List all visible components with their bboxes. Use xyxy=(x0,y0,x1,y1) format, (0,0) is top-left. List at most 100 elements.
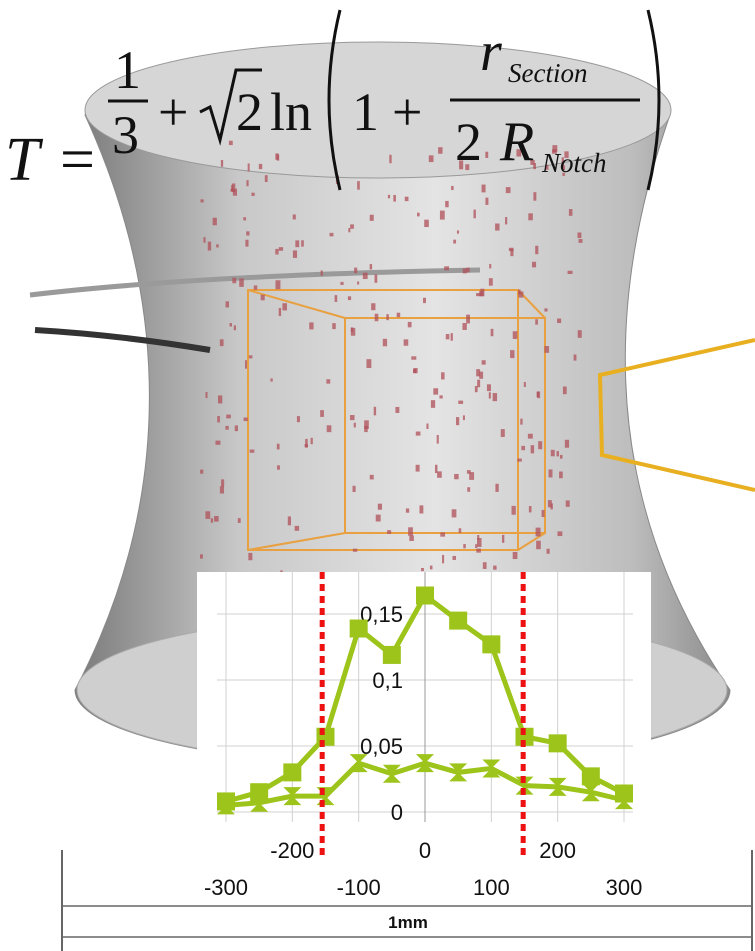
pore xyxy=(489,392,491,398)
pore xyxy=(513,552,518,559)
pore xyxy=(216,244,219,247)
pore xyxy=(405,197,409,201)
pore xyxy=(279,247,283,251)
pore xyxy=(340,282,343,285)
pore xyxy=(557,531,562,536)
pore xyxy=(423,298,426,303)
pore xyxy=(376,515,381,522)
pore xyxy=(375,314,379,322)
pore xyxy=(413,368,417,373)
pore xyxy=(435,465,437,473)
pore xyxy=(532,262,536,268)
pore xyxy=(489,264,491,268)
pore xyxy=(463,268,467,273)
pore xyxy=(353,549,357,552)
pore xyxy=(321,270,323,275)
pore xyxy=(565,440,569,448)
pore xyxy=(200,470,203,474)
formula-text: T xyxy=(5,126,44,194)
x-tick-label: -100 xyxy=(337,875,381,900)
pore xyxy=(442,555,444,563)
figure: T = 1 3 + 2 ln 1 + r Section 2 R Notch 1… xyxy=(0,0,755,951)
pore xyxy=(451,186,454,190)
pore xyxy=(397,313,400,317)
pore xyxy=(566,500,570,506)
pore xyxy=(466,315,470,324)
formula-text: 1 xyxy=(114,40,141,100)
pore xyxy=(203,237,205,243)
pore xyxy=(270,378,272,381)
pore xyxy=(370,475,374,480)
scale-label: 1mm xyxy=(388,913,428,932)
pore xyxy=(217,416,220,422)
pore xyxy=(354,268,357,274)
pore xyxy=(517,459,521,462)
pore xyxy=(416,465,420,472)
formula-text: 2 xyxy=(236,82,263,142)
pore xyxy=(261,295,265,301)
pore xyxy=(248,553,252,560)
pore xyxy=(370,215,374,221)
pore xyxy=(466,268,469,273)
pore xyxy=(489,278,493,286)
pore xyxy=(536,528,541,537)
pore xyxy=(487,384,491,391)
pore xyxy=(408,527,413,536)
pore xyxy=(568,271,573,274)
pore xyxy=(327,425,332,432)
pore xyxy=(493,566,496,570)
pore xyxy=(350,224,354,228)
pore xyxy=(476,293,481,296)
pore xyxy=(230,323,232,326)
pore xyxy=(250,450,255,453)
pore xyxy=(249,355,253,358)
pore xyxy=(326,379,330,383)
pore xyxy=(238,518,241,523)
pore xyxy=(452,509,457,517)
pore xyxy=(277,465,280,469)
pore xyxy=(446,334,450,339)
pore xyxy=(444,266,449,270)
formula-text: = xyxy=(60,126,95,194)
pore xyxy=(265,175,268,182)
pore xyxy=(533,192,536,201)
formula-text: + xyxy=(158,82,188,142)
pore xyxy=(208,242,211,251)
formula-text: Notch xyxy=(541,148,607,178)
pore xyxy=(495,484,498,492)
pore xyxy=(495,223,499,230)
pore xyxy=(211,518,213,522)
pore xyxy=(513,331,518,339)
pore xyxy=(475,544,477,548)
pore xyxy=(480,289,484,297)
pore xyxy=(357,282,359,285)
pore xyxy=(429,155,434,162)
formula-text: r xyxy=(480,21,502,83)
pore xyxy=(477,538,482,547)
pore xyxy=(535,246,538,254)
pore xyxy=(502,535,504,543)
pore xyxy=(440,211,445,220)
pore xyxy=(293,250,297,258)
pore xyxy=(408,322,412,327)
y-tick-label: 0 xyxy=(391,800,403,825)
pore xyxy=(476,549,481,553)
pore xyxy=(229,141,233,145)
pore xyxy=(226,415,231,419)
marker xyxy=(582,767,600,785)
pore xyxy=(330,233,334,237)
pore xyxy=(560,455,563,459)
pore xyxy=(348,296,351,300)
pore xyxy=(524,382,526,387)
pore xyxy=(549,469,553,477)
pore xyxy=(404,339,409,345)
marker xyxy=(283,763,301,781)
pore xyxy=(245,360,247,368)
pore xyxy=(221,479,224,486)
pore xyxy=(277,444,280,450)
marker xyxy=(383,646,401,664)
pore xyxy=(459,528,462,533)
pore xyxy=(510,350,514,358)
pore xyxy=(528,434,533,439)
formula-text: R xyxy=(499,111,534,173)
